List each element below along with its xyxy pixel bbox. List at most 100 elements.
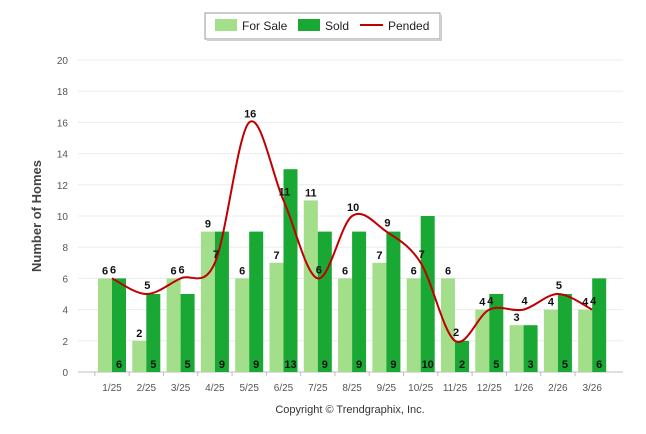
y-tick-label-10: 10 [57,212,69,223]
x-tick-label-4-25: 4/25 [205,383,225,394]
bar-sold-2 [180,294,195,372]
data-label-sold-14: 6 [596,359,602,371]
bar-sold-12 [523,325,538,372]
x-tick-label-11-25: 11/25 [443,383,468,394]
x-tick-label-2-25: 2/25 [137,383,157,394]
data-label-for-sale-7: 6 [342,265,348,277]
x-tick-label-1-26: 1/26 [514,383,534,394]
data-label-sold-0: 6 [116,359,122,371]
legend: For Sale Sold Pended [204,12,442,41]
bar-sold-9 [420,216,435,372]
bar-for-sale-0 [98,278,112,372]
bar-for-sale-3 [200,231,215,372]
data-label-pended-3: 7 [213,249,219,261]
data-label-sold-6: 9 [322,359,328,371]
data-label-for-sale-6: 11 [305,187,317,199]
bar-for-sale-6 [303,200,318,372]
data-label-for-sale-14: 4 [582,297,589,309]
x-tick-label-12-25: 12/25 [477,383,502,394]
x-tick-label-1-25: 1/25 [102,383,122,394]
data-label-pended-11: 4 [487,296,494,308]
x-tick-label-2-26: 2/26 [548,383,568,394]
data-label-sold-10: 2 [459,359,465,371]
bar-sold-7 [352,231,367,372]
data-label-sold-12: 3 [528,359,534,371]
data-label-pended-12: 4 [522,296,529,308]
y-tick-label-14: 14 [57,150,69,161]
bar-sold-13 [557,294,572,372]
x-tick-label-7-25: 7/25 [308,383,328,394]
legend-label-pended: Pended [388,19,429,33]
bar-for-sale-1 [132,340,147,372]
data-label-for-sale-1: 2 [136,328,142,340]
data-label-pended-6: 6 [316,264,322,276]
y-tick-label-0: 0 [62,368,68,379]
data-label-for-sale-5: 7 [273,250,279,262]
bar-sold-8 [386,231,401,372]
data-label-sold-5: 13 [284,359,296,371]
y-tick-label-18: 18 [57,87,69,98]
bar-sold-10 [455,340,469,372]
bar-for-sale-10 [441,278,455,372]
bar-for-sale-2 [166,278,181,372]
legend-swatch-for-sale [215,19,237,31]
y-tick-label-16: 16 [57,118,69,129]
data-label-pended-13: 5 [556,280,562,292]
legend-swatch-sold [298,19,320,31]
bar-for-sale-9 [406,278,421,372]
bar-for-sale-13 [543,309,558,372]
bar-sold-14 [592,278,607,372]
y-tick-label-2: 2 [62,337,68,348]
x-tick-label-5-25: 5/25 [239,383,259,394]
data-label-for-sale-11: 4 [479,297,486,309]
copyright-text: Copyright © Trendgraphix, Inc. [275,404,424,416]
data-label-sold-9: 10 [422,359,434,371]
bar-for-sale-14 [578,309,593,372]
data-label-sold-1: 5 [150,359,156,371]
x-tick-label-3-25: 3/25 [171,383,191,394]
data-label-for-sale-10: 6 [445,265,451,277]
bar-for-sale-7 [338,278,353,372]
data-label-for-sale-9: 6 [411,265,417,277]
label-layer: 6625659969713119697961062453345466567161… [102,108,602,371]
data-label-sold-13: 5 [562,359,568,371]
y-tick-label-8: 8 [62,243,68,254]
data-label-for-sale-4: 6 [239,265,245,277]
y-tick-label-6: 6 [62,274,68,285]
data-label-sold-8: 9 [390,359,396,371]
bar-for-sale-5 [269,262,284,372]
y-tick-label-12: 12 [57,181,69,192]
bar-for-sale-11 [475,309,490,372]
bar-sold-4 [249,231,264,372]
data-label-for-sale-3: 9 [205,219,211,231]
x-tick-label-3-26: 3/26 [582,383,602,394]
bar-sold-5 [283,169,298,372]
bar-sold-1 [146,294,161,372]
data-label-sold-11: 5 [493,359,499,371]
data-label-for-sale-0: 6 [102,265,108,277]
legend-box [204,12,441,40]
data-label-for-sale-12: 3 [514,312,520,324]
data-label-pended-9: 7 [419,249,425,261]
bar-for-sale-4 [235,278,250,372]
x-tick-label-9-25: 9/25 [377,383,397,394]
data-label-for-sale-2: 6 [171,265,177,277]
data-label-pended-5: 11 [279,186,291,198]
data-label-sold-7: 9 [356,359,362,371]
data-label-for-sale-13: 4 [548,297,555,309]
legend-label-for-sale: For Sale [242,19,288,33]
data-label-pended-0: 6 [110,264,116,276]
x-tick-label-10-25: 10/25 [408,383,433,394]
line-layer [111,120,593,343]
data-label-pended-2: 6 [179,264,185,276]
data-label-sold-4: 9 [253,359,259,371]
bar-sold-6 [317,231,332,372]
y-tick-label-20: 20 [57,56,69,67]
data-label-pended-1: 5 [144,280,150,292]
x-tick-label-6-25: 6/25 [274,383,294,394]
data-label-pended-4: 16 [244,108,256,120]
data-label-pended-7: 10 [347,202,359,214]
bar-sold-0 [112,278,126,372]
